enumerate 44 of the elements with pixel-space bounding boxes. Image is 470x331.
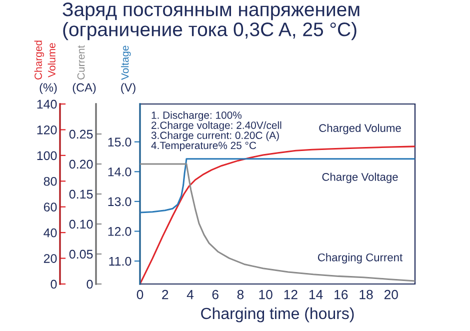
y-tick-label: 80 xyxy=(44,176,57,186)
x-axis-title: Charging time (hours) xyxy=(201,307,354,322)
chart-subtitle: (ограничение тока 0,3C A, 25 °C) xyxy=(63,22,356,40)
chart-title: Заряд постоянным напряжением xyxy=(62,2,360,20)
series-label: Charge Voltage xyxy=(322,172,398,184)
y-tick-label: 40 xyxy=(44,228,57,238)
x-tick-label: 12 xyxy=(284,290,298,300)
y2-axis-title: Current (CA) xyxy=(72,45,96,94)
y-tick-label: 60 xyxy=(44,202,57,212)
y2-tick-label: 0.15 xyxy=(69,190,93,199)
y3-tick-label: 12.0 xyxy=(108,227,132,236)
x-tick-label: 0 xyxy=(136,290,144,300)
annotation: 3.Charge current: 0.20C (A) xyxy=(151,131,279,142)
y-tick-label: 140 xyxy=(37,100,57,109)
y3-tick-label: 11.0 xyxy=(109,256,132,266)
annotation: 1. Discharge: 100% xyxy=(152,111,242,121)
series-label: Charging Current xyxy=(318,253,403,264)
x-tick-label: 2 xyxy=(162,290,168,300)
x-tick-label: 10 xyxy=(259,290,272,300)
y2-tick-label: 0.05 xyxy=(69,250,93,259)
y3-tick-label: 15.0 xyxy=(108,138,132,146)
y2-tick-label: 0 xyxy=(86,280,93,289)
series-label: Charged Volume xyxy=(319,124,401,134)
y2-tick-label: 0.25 xyxy=(69,130,93,139)
y3-tick-label: 13.0 xyxy=(108,197,132,206)
x-tick-label: 14 xyxy=(309,290,323,300)
x-tick-label: 16 xyxy=(334,290,348,300)
x-tick-label: 8 xyxy=(237,290,244,300)
annotation: 4.Temperature% 25 °C xyxy=(151,142,256,152)
y-axis-title: Charged Volume (%) xyxy=(34,40,57,94)
y-tick-label: 20 xyxy=(44,254,57,263)
line-series xyxy=(140,158,415,214)
y2-tick-label: 0.10 xyxy=(69,220,93,229)
y-tick-label: 120 xyxy=(37,126,57,134)
x-tick-label: 18 xyxy=(360,290,373,300)
y-tick-label: 0 xyxy=(50,280,57,289)
y2-tick-label: 0.20 xyxy=(69,160,93,169)
y3-tick-label: 14.0 xyxy=(108,167,132,176)
y-tick-label: 100 xyxy=(37,151,57,160)
annotation: 2.Charge voltage: 2.40V/cell xyxy=(152,121,282,131)
x-tick-label: 20 xyxy=(384,290,398,300)
y3-axis-title: Voltage (V) xyxy=(121,46,136,94)
x-tick-label: 6 xyxy=(212,290,218,300)
x-tick-label: 4 xyxy=(186,290,194,300)
